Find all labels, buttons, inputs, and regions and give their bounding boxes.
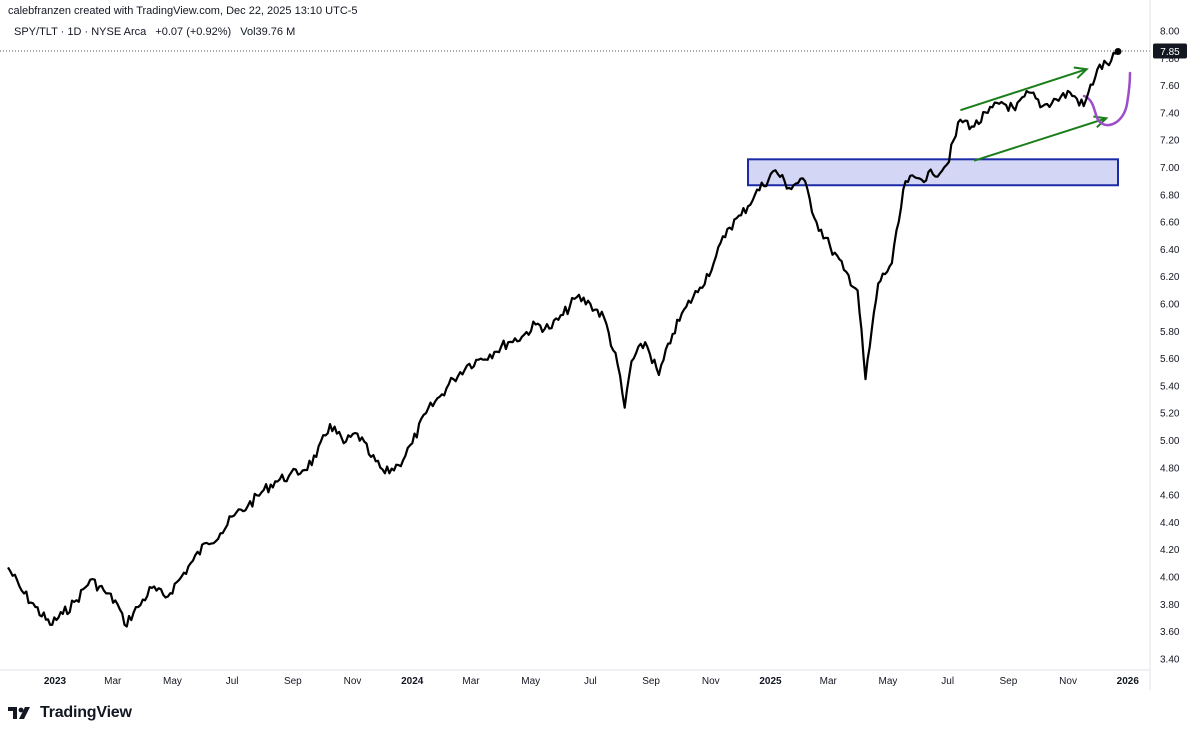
last-price-label: 7.85 xyxy=(1153,43,1187,59)
x-tick-label: Jul xyxy=(226,676,239,687)
symbol-legend: SPY/TLT · 1D · NYSE Arca +0.07 (+0.92%) … xyxy=(14,26,301,38)
y-tick-label: 4.40 xyxy=(1160,518,1180,529)
y-tick-label: 6.60 xyxy=(1160,218,1180,229)
y-tick-label: 3.60 xyxy=(1160,627,1180,638)
x-tick-label: 2026 xyxy=(1117,676,1140,687)
x-tick-label: Mar xyxy=(820,676,838,687)
tradingview-logo-icon xyxy=(8,707,30,719)
x-tick-label: Jul xyxy=(941,676,954,687)
x-tick-label: 2024 xyxy=(401,676,424,687)
y-tick-label: 6.40 xyxy=(1160,245,1180,256)
y-tick-label: 3.80 xyxy=(1160,600,1180,611)
attribution-text: calebfranzen created with TradingView.co… xyxy=(8,5,358,17)
y-tick-label: 8.00 xyxy=(1160,27,1180,38)
x-tick-label: 2025 xyxy=(759,676,782,687)
symbol-label[interactable]: SPY/TLT · 1D · NYSE Arca xyxy=(14,26,147,38)
price-series-line xyxy=(7,50,1119,628)
y-tick-label: 4.00 xyxy=(1160,573,1180,584)
y-tick-label: 4.20 xyxy=(1160,545,1180,556)
y-tick-label: 5.60 xyxy=(1160,354,1180,365)
y-tick-label: 5.80 xyxy=(1160,327,1180,338)
x-tick-label: May xyxy=(879,676,898,687)
x-tick-label: Sep xyxy=(642,676,660,687)
x-tick-label: Nov xyxy=(1059,676,1077,687)
y-tick-label: 3.40 xyxy=(1160,654,1180,665)
y-tick-label: 4.60 xyxy=(1160,491,1180,502)
volume-value: Vol39.76 M xyxy=(240,26,296,38)
x-tick-label: Sep xyxy=(999,676,1017,687)
change-value: +0.07 (+0.92%) xyxy=(155,26,232,38)
y-tick-label: 6.80 xyxy=(1160,190,1180,201)
channel-lower-arrow xyxy=(973,115,1109,162)
tradingview-brand: TradingView xyxy=(40,704,132,721)
x-tick-label: Nov xyxy=(344,676,362,687)
y-tick-label: 5.00 xyxy=(1160,436,1180,447)
y-tick-label: 7.40 xyxy=(1160,108,1180,119)
y-tick-label: 6.00 xyxy=(1160,300,1180,311)
y-tick-label: 5.20 xyxy=(1160,409,1180,420)
svg-text:7.85: 7.85 xyxy=(1160,47,1180,58)
x-tick-label: May xyxy=(163,676,182,687)
y-tick-label: 6.20 xyxy=(1160,272,1180,283)
y-tick-label: 7.00 xyxy=(1160,163,1180,174)
x-tick-label: Mar xyxy=(104,676,122,687)
y-tick-label: 5.40 xyxy=(1160,381,1180,392)
x-tick-label: Jul xyxy=(584,676,597,687)
y-tick-label: 7.60 xyxy=(1160,81,1180,92)
x-tick-label: Sep xyxy=(284,676,302,687)
x-tick-label: Nov xyxy=(702,676,720,687)
y-tick-label: 4.80 xyxy=(1160,463,1180,474)
y-tick-label: 7.20 xyxy=(1160,136,1180,147)
x-tick-label: Mar xyxy=(462,676,480,687)
x-tick-label: 2023 xyxy=(44,676,67,687)
x-tick-label: May xyxy=(521,676,540,687)
last-price-marker xyxy=(1114,47,1122,55)
y-tick-label: 7.80 xyxy=(1160,54,1180,65)
footer: TradingView xyxy=(8,702,132,724)
rounding-arc-annotation xyxy=(1082,71,1132,127)
channel-upper-arrow xyxy=(960,66,1089,112)
